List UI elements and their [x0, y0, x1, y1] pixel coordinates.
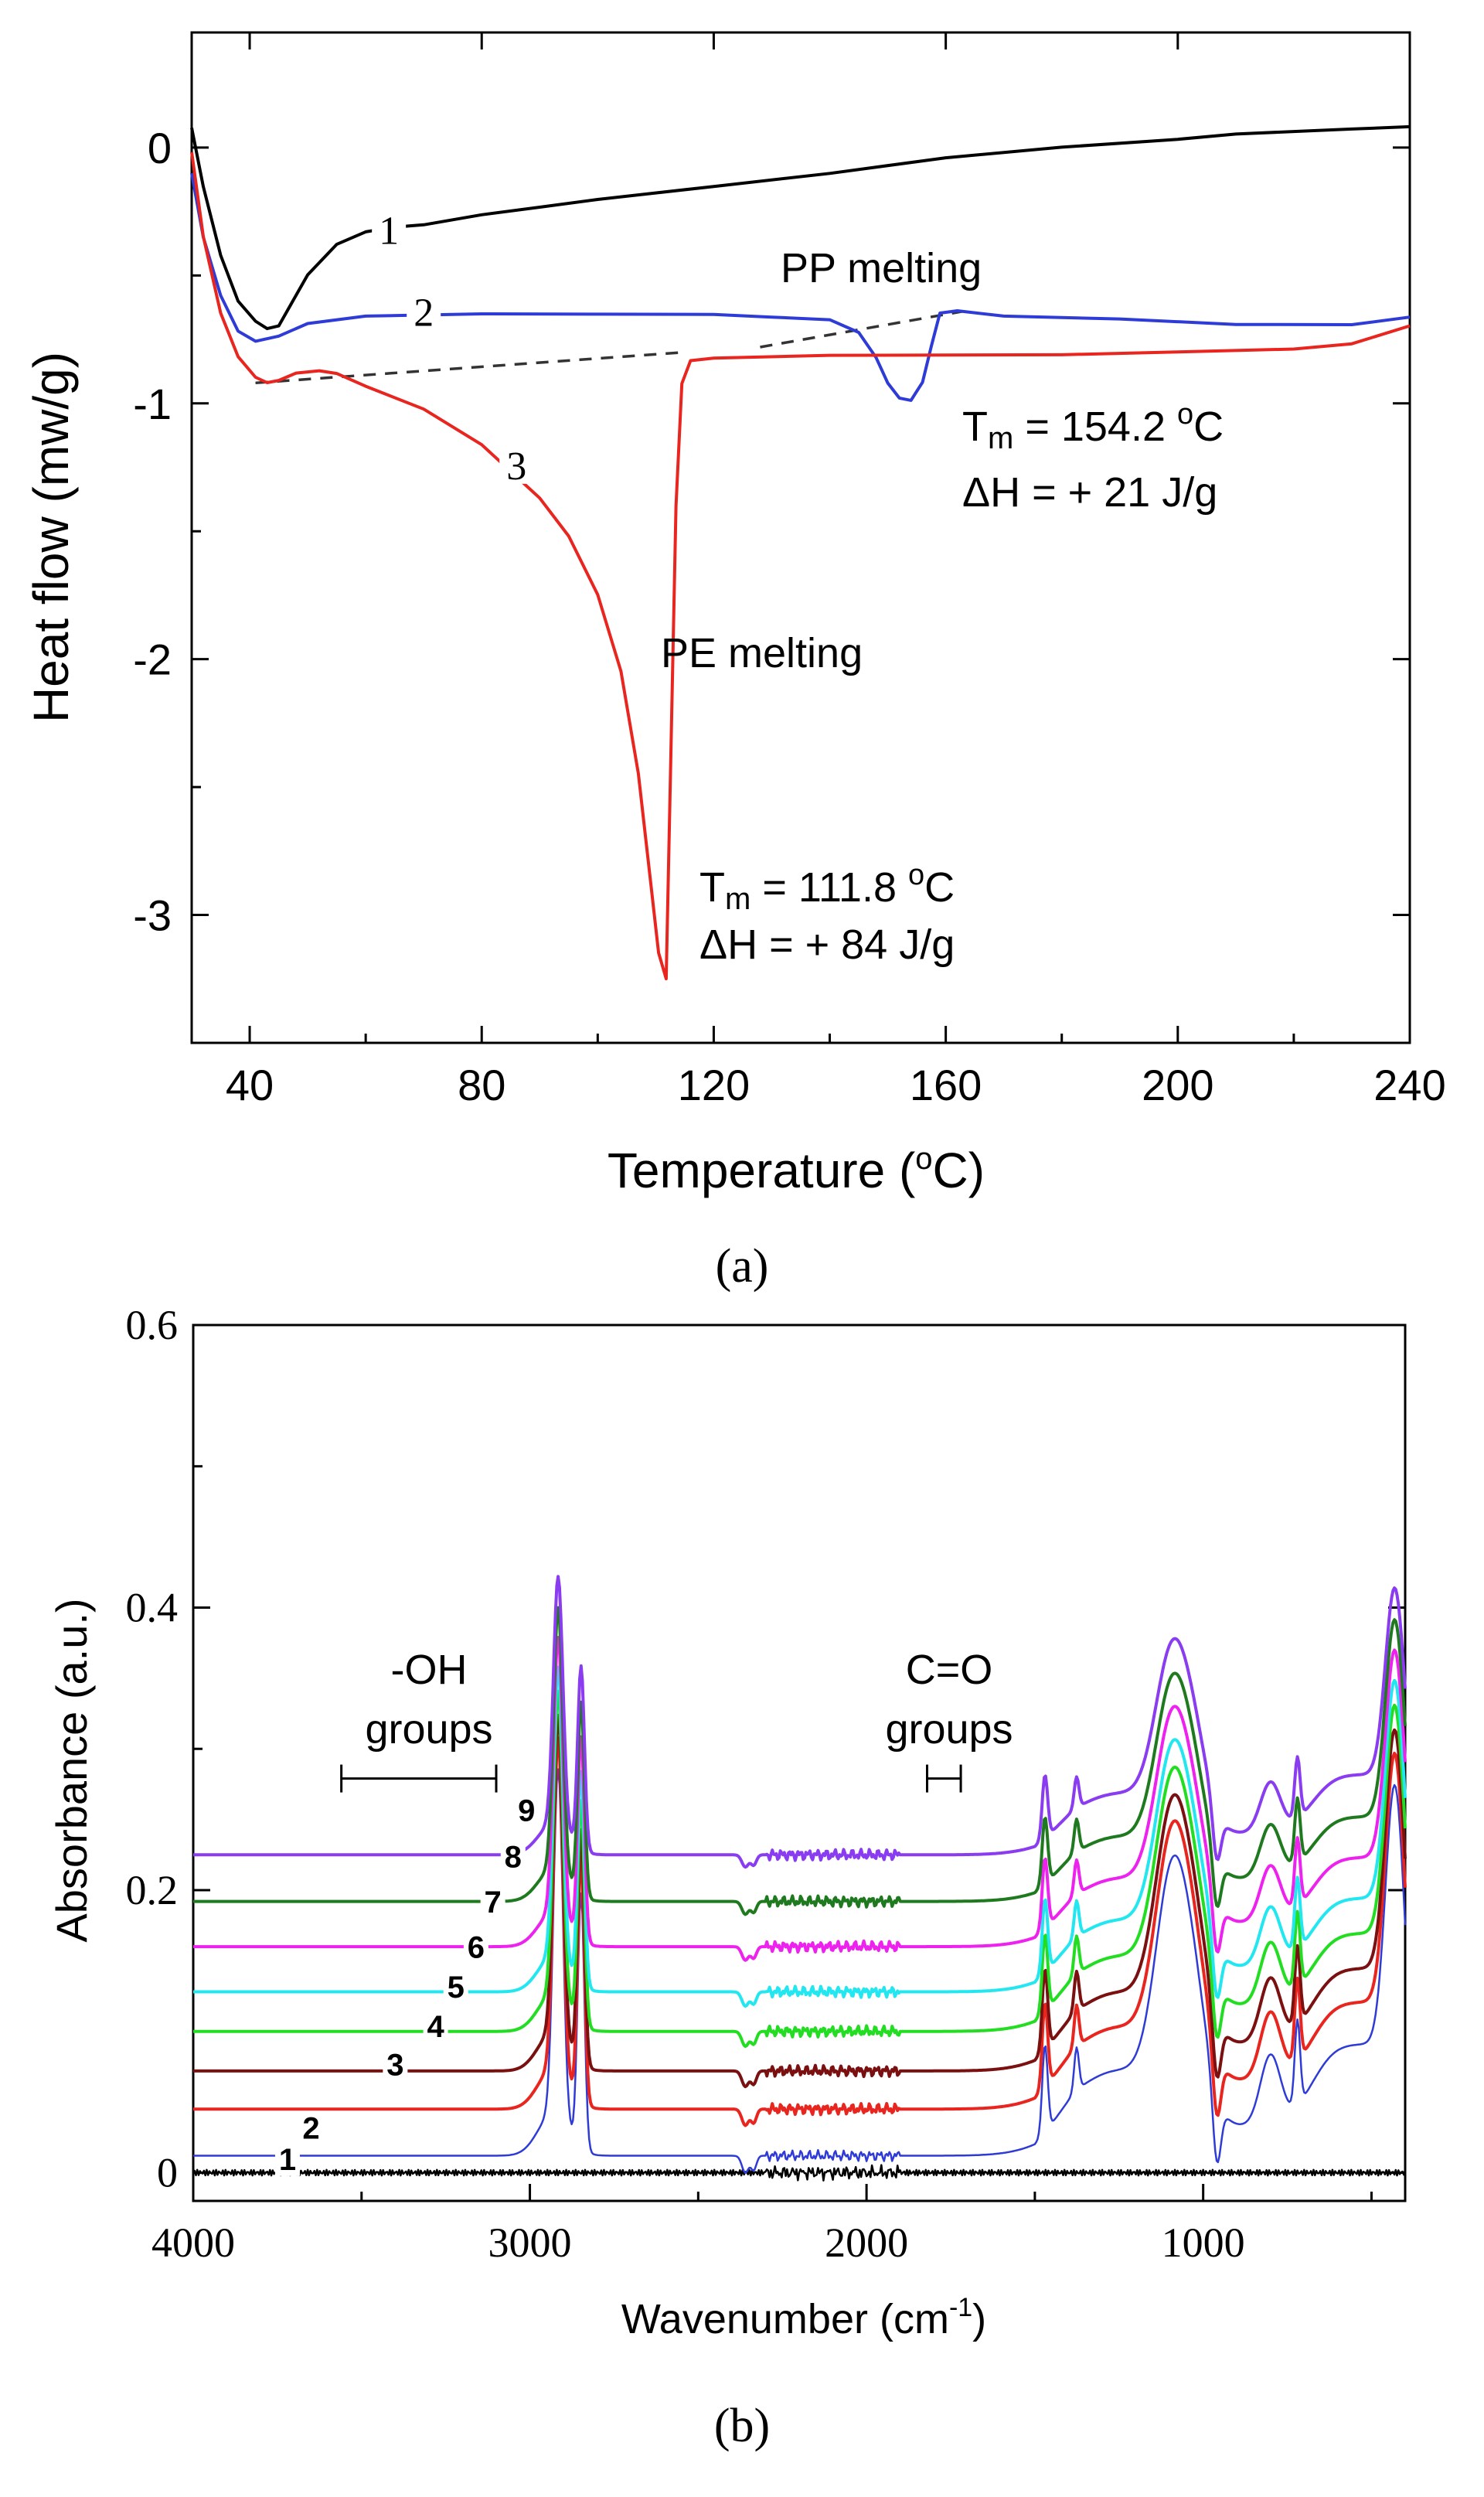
pp-melting-label: PP melting	[781, 245, 982, 291]
chart-b-y-tick-label: 0.2	[126, 1867, 179, 1913]
chart-a-ticks: 40 80 120 160 200 240 0 -1 -2 -3	[133, 32, 1446, 1109]
chart-a-labels: Heat flow (mw/g) Temperature (oC) (a) PP…	[23, 245, 1224, 1293]
chart-a-x-tick-label: 40	[226, 1061, 274, 1109]
spectrum-8-label: 8	[505, 1841, 522, 1875]
chart-a: 40 80 120 160 200 240 0 -1 -2 -3 12 3 Heat flow (m…	[23, 31, 1446, 1293]
oh-groups-label-line2: groups	[365, 1706, 492, 1753]
chart-b-y-tick-label: 0	[157, 2149, 178, 2196]
spectrum-label-bg	[443, 1971, 468, 2004]
chart-a-x-tick-label: 120	[678, 1061, 750, 1109]
series-label-bg	[407, 290, 441, 331]
chart-b-x-tick-label: 3000	[488, 2219, 572, 2266]
spectrum-label-bg	[514, 1794, 539, 1828]
co-groups-label-line1: C=O	[906, 1647, 993, 1693]
chart-a-panel-label: (a)	[716, 1240, 769, 1293]
spectrum-6-line	[192, 1665, 1407, 2008]
pp-enthalpy-label: ΔH = + 21 J/g	[962, 469, 1217, 516]
spectrum-4-label: 4	[427, 2010, 444, 2044]
spectrum-7-label: 7	[485, 1886, 502, 1920]
baseline-pe	[255, 350, 686, 385]
spectrum-6-label: 6	[468, 1931, 485, 1965]
chart-b-panel-label: (b)	[714, 2400, 770, 2452]
spectrum-label-bg	[500, 1841, 526, 1874]
spectrum-label-bg	[274, 2143, 300, 2176]
spectrum-1-label: 1	[279, 2143, 296, 2177]
chart-a-y-tick-label: -3	[133, 891, 172, 940]
series-3-label: 3	[506, 445, 526, 489]
spectrum-7-line	[192, 1636, 1407, 1962]
series-1-label: 1	[379, 209, 399, 253]
pe-tm-label: Tm = 111.8 oC	[699, 859, 955, 916]
chart-a-series: 12 3	[190, 124, 1411, 981]
chart-b-labels: Absorbance (a.u.) Wavenumber (cm-1) (b) …	[47, 1598, 1013, 2452]
series-2-line	[190, 172, 1411, 402]
chart-a-plot-frame	[190, 31, 1411, 1044]
chart-b-ticks: 4000 3000 2000 1000 0 0.2 0.4 0.6	[126, 1302, 1405, 2266]
spectrum-5-label: 5	[448, 1971, 465, 2005]
chart-b-x-tick-label: 4000	[151, 2219, 235, 2266]
chart-b-x-tick-label: 2000	[825, 2219, 908, 2266]
pp-tm-label: Tm = 154.2 oC	[962, 398, 1224, 455]
chart-a-x-tick-label: 200	[1142, 1061, 1213, 1109]
spectrum-label-bg	[298, 2112, 324, 2145]
spectrum-2-line	[193, 1768, 1407, 2174]
spectrum-label-bg	[480, 1886, 505, 1920]
pe-melting-label: PE melting	[661, 630, 863, 676]
chart-a-x-tick-label: 160	[910, 1061, 982, 1109]
spectrum-1-line	[192, 2164, 1407, 2182]
series-1-line	[190, 124, 1411, 331]
chart-a-y-tick-label: 0	[148, 124, 172, 172]
series-3-line	[190, 152, 1411, 981]
spectrum-label-bg	[423, 2011, 448, 2044]
spectrum-9-label: 9	[518, 1794, 535, 1828]
chart-b-plot-frame	[192, 1323, 1407, 2202]
series-label-bg	[372, 208, 407, 249]
chart-a-y-tick-label: -2	[133, 635, 172, 684]
pe-enthalpy-label: ΔH = + 84 J/g	[699, 921, 955, 968]
spectrum-8-line	[192, 1606, 1407, 1916]
chart-b-y-axis-label: Absorbance (a.u.)	[47, 1598, 96, 1942]
chart-b-x-axis-label: Wavenumber (cm-1)	[621, 2293, 986, 2342]
chart-a-y-axis-label: Heat flow (mw/g)	[23, 352, 79, 723]
oh-groups-label-line1: -OH	[391, 1647, 468, 1693]
chart-a-y-tick-label: -1	[133, 380, 172, 428]
chart-b-y-tick-label: 0.6	[126, 1302, 179, 1348]
spectrum-3-label: 3	[386, 2048, 403, 2082]
spectrum-2-label: 2	[302, 2112, 319, 2146]
chart-b-y-tick-label: 0.4	[126, 1584, 179, 1630]
chart-a-x-tick-label: 80	[458, 1061, 505, 1109]
spectrum-3-line	[192, 1736, 1407, 2127]
chart-b-x-tick-label: 1000	[1162, 2219, 1245, 2266]
co-groups-label-line2: groups	[885, 1706, 1013, 1753]
spectrum-label-bg	[383, 2049, 408, 2082]
series-label-bg	[499, 443, 534, 484]
chart-a-x-axis-label: Temperature (oC)	[608, 1142, 985, 1198]
spectrum-5-line	[192, 1689, 1407, 2049]
spectrum-9-line	[192, 1575, 1407, 1869]
series-2-label: 2	[414, 291, 434, 335]
chart-a-x-tick-label: 240	[1373, 1061, 1445, 1109]
spectrum-label-bg	[463, 1931, 488, 1964]
